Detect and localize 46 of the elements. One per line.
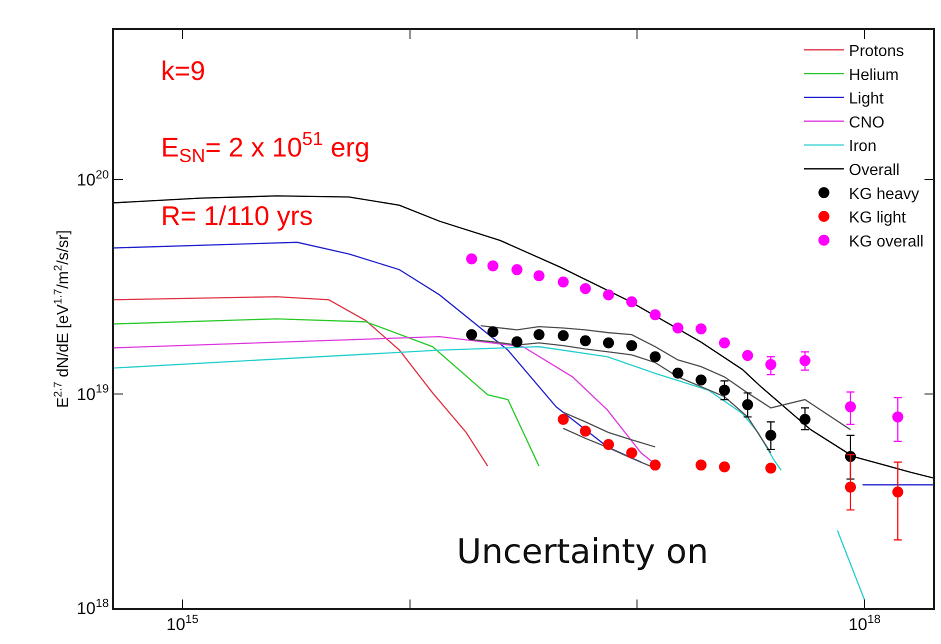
point	[603, 337, 614, 348]
legend-label: Iron	[848, 138, 876, 156]
y-tick-label: 10$^{19}$	[76, 382, 110, 404]
point	[650, 351, 661, 362]
point	[650, 309, 661, 320]
point	[765, 430, 776, 441]
point	[511, 264, 522, 276]
point	[534, 329, 545, 340]
point	[718, 337, 730, 348]
point	[742, 350, 754, 362]
point	[487, 260, 498, 272]
line-series	[562, 412, 656, 448]
point	[466, 329, 478, 340]
annotation: k=9	[161, 56, 206, 86]
legend-label: Protons	[848, 43, 904, 60]
point	[765, 359, 776, 370]
point	[511, 336, 522, 348]
y-tick-label: 10$^{18}$	[76, 596, 110, 618]
annotation: E$_{SN}$= 2 x 10$^{51}$ erg	[161, 129, 370, 168]
point	[696, 323, 707, 334]
legend-label: Light	[848, 90, 884, 108]
point	[534, 270, 545, 282]
legend-label: KG light	[848, 210, 906, 227]
point	[696, 374, 707, 386]
annotation: Uncertainty on	[456, 532, 708, 572]
legend-label: KG overall	[848, 233, 924, 250]
point	[672, 368, 684, 379]
point	[626, 296, 638, 308]
point	[742, 399, 754, 410]
point	[580, 335, 591, 346]
point	[580, 283, 591, 294]
x-tick-label: 10$^{15}$	[166, 612, 199, 634]
y-tick-label: 10$^{20}$	[76, 168, 110, 190]
point	[558, 330, 569, 342]
legend-label: Helium	[848, 66, 899, 84]
legend-label: Overall	[848, 162, 900, 180]
annotation: R= 1/110 yrs	[161, 201, 313, 231]
legend-label: CNO	[848, 114, 884, 132]
point	[487, 326, 498, 338]
point	[558, 276, 569, 288]
point	[603, 289, 614, 300]
legend-label: KG heavy	[848, 186, 920, 203]
point	[466, 253, 478, 264]
point	[672, 322, 684, 334]
point	[626, 340, 638, 352]
point	[718, 384, 730, 396]
